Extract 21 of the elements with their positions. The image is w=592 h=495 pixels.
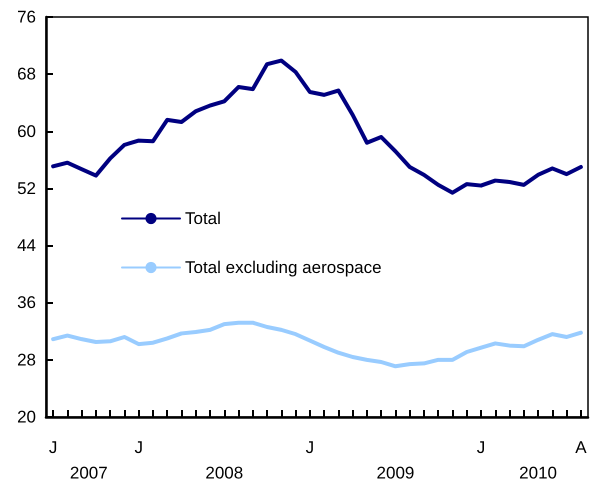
x-tick-label: A <box>575 438 588 457</box>
legend-label: Total <box>185 209 221 228</box>
y-tick-label: 60 <box>17 122 36 141</box>
line-series <box>51 58 583 195</box>
text: 2008 <box>205 464 244 482</box>
y-tick-label: 28 <box>17 350 36 370</box>
y-tick-label: 76 <box>17 8 36 26</box>
x-tick-label: J <box>306 438 314 457</box>
y-tick-label: 68 <box>17 64 36 84</box>
text: 2007 <box>70 464 108 482</box>
y-tick-label: 52 <box>17 178 36 198</box>
y-tick-label: 44 <box>17 236 36 256</box>
line-series <box>51 320 583 368</box>
y-tick-label: 20 <box>17 408 36 426</box>
text: 2009 <box>376 464 414 482</box>
x-tick-label: J <box>476 438 486 457</box>
x-tick-label: J <box>134 438 143 457</box>
y-tick-label: 36 <box>17 293 36 312</box>
text: 2010 <box>519 464 557 482</box>
legend-label: Total excluding aerospace <box>185 258 382 277</box>
x-tick-label: J <box>48 438 58 457</box>
